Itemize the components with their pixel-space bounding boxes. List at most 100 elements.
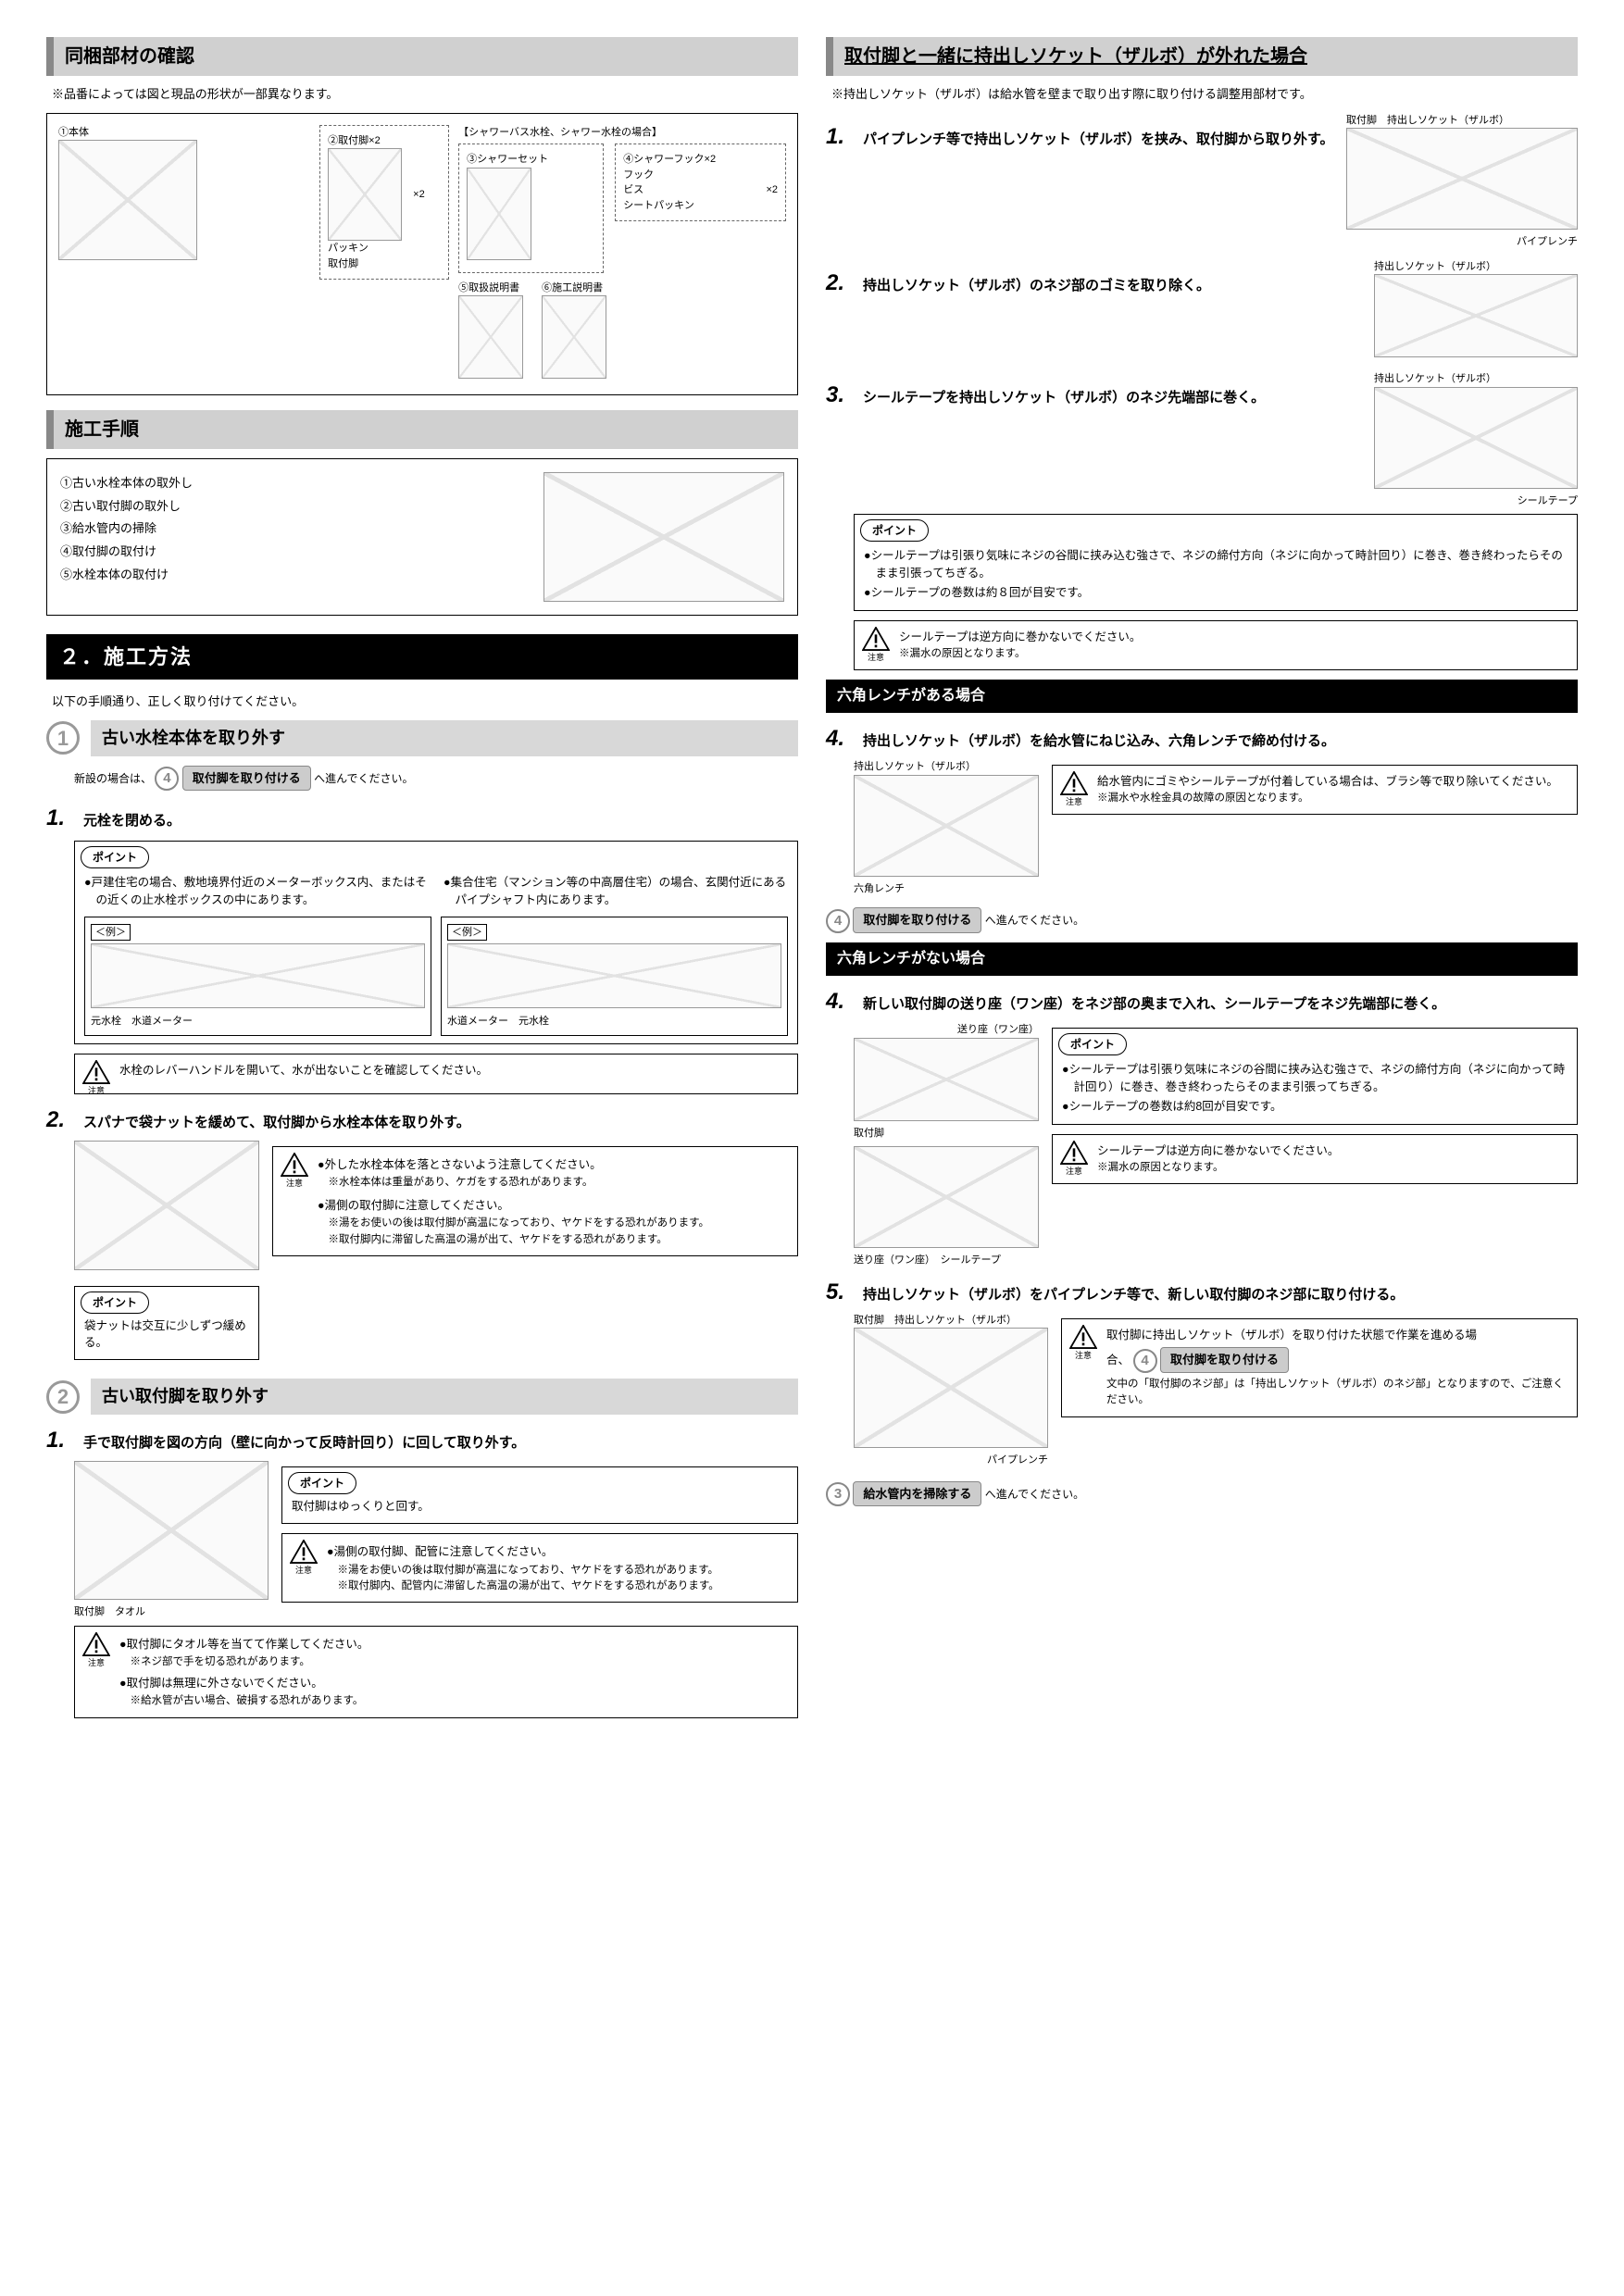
newcase-btn: 取付脚を取り付ける [182, 766, 311, 792]
rc1a: シールテープは逆方向に巻かないでください。 [899, 629, 1568, 646]
warn-icon: 注意 [82, 1632, 110, 1670]
caution-2: 注意 ●外した水栓本体を落とさないよう注意してください。 水栓本体は重量があり、… [272, 1146, 798, 1256]
c3a-sub2: 取付脚内、配管内に滞留した高温の湯が出て、ヤケドをする恐れがあります。 [327, 1578, 788, 1594]
part-2-image [328, 148, 402, 241]
r-caution-2: 注意 給水管内にゴミやシールテープが付着している場合は、ブラシ等で取り除いてくだ… [1052, 765, 1578, 815]
r-step-1: 1. パイプレンチ等で持出しソケット（ザルボ）を挟み、取付脚から取り外す。 [826, 120, 1335, 154]
r-heading-1: 取付脚と一緒に持出しソケット（ザルボ）が外れた場合 [826, 37, 1578, 76]
point3-text: 取付脚はゆっくりと回す。 [292, 1498, 788, 1516]
part-5-label: ⑤取扱説明書 [458, 281, 523, 296]
r1-image [1346, 128, 1578, 230]
rc4b: 文中の「取付脚のネジ部」は「持出しソケット（ザルボ）のネジ部」となりますので、ご… [1106, 1377, 1568, 1409]
r5-fig: 送り座（ワン座） 取付脚 送り座（ワン座） シールテープ [854, 1022, 1039, 1268]
proc-item-5: ⑤水栓本体の取付け [60, 564, 525, 587]
hook-label: フック [623, 168, 755, 183]
c2b-sub1: 湯をお使いの後は取付脚が高温になっており、ヤケドをする恐れがあります。 [318, 1216, 788, 1231]
example-b: ＜例＞ 水道メーター 元水栓 [441, 917, 788, 1036]
c2b-sub2: 取付脚内に滞留した高温の湯が出て、ヤケドをする恐れがあります。 [318, 1232, 788, 1248]
rc3a: シールテープは逆方向に巻かないでください。 [1097, 1142, 1568, 1160]
rc4a2: 合、 [1106, 1354, 1130, 1366]
warn-icon: 注意 [1069, 1325, 1097, 1363]
rc2a: 給水管内にゴミやシールテープが付着している場合は、ブラシ等で取り除いてください。 [1097, 773, 1568, 791]
warn-icon: 注意 [290, 1540, 318, 1578]
warn-icon: 注意 [281, 1153, 308, 1191]
r-caution-1: 注意 シールテープは逆方向に巻かないでください。 漏水の原因となります。 [854, 620, 1578, 670]
r-step-4-num: 4. [826, 722, 856, 755]
r-step-5-num: 4. [826, 985, 856, 1018]
r-heading-2: 六角レンチがある場合 [826, 680, 1578, 713]
goto3-btn: 給水管内を掃除する [853, 1481, 981, 1507]
c3b-2: ●取付脚は無理に外さないでください。 [119, 1675, 788, 1692]
part-3-image [467, 168, 531, 260]
r2-image [1374, 274, 1578, 357]
part-6-label: ⑥施工説明書 [542, 281, 606, 296]
r-step-4-text: 持出しソケット（ザルボ）を給水管にねじ込み、六角レンチで締め付ける。 [863, 731, 1578, 753]
l3-left: 取付脚 タオル [74, 1461, 269, 1620]
parts-note: 品番によっては図と現品の形状が一部異なります。 [52, 85, 793, 104]
c2a-sub: 水栓本体は重量があり、ケガをする恐れがあります。 [318, 1175, 788, 1191]
page-columns: 同梱部材の確認 品番によっては図と現品の形状が一部異なります。 ①本体 ②取付脚… [46, 37, 1578, 1728]
proc-item-4: ④取付脚の取付け [60, 541, 525, 564]
procedure-box: ①古い水栓本体の取外し ②古い取付脚の取外し ③給水管内の掃除 ④取付脚の取付け… [46, 458, 798, 616]
heading-2: 2 古い取付脚を取り外す [46, 1379, 798, 1415]
warn-icon: 注意 [862, 627, 890, 665]
r3-image [1374, 387, 1578, 489]
r-caution-3: 注意 シールテープは逆方向に巻かないでください。 漏水の原因となります。 [1052, 1134, 1578, 1184]
l2-left: ポイント 袋ナットは交互に少しずつ緩める。 [74, 1141, 259, 1370]
rc1b: 漏水の原因となります。 [899, 646, 1568, 662]
point-box-1: ポイント ●戸建住宅の場合、敷地境界付近のメーターボックス内、またはその近くの止… [74, 841, 798, 1043]
part-4-label: ④シャワーフック×2 [623, 152, 778, 168]
ex-b-label: ＜例＞ [447, 924, 487, 942]
ex-b-image [447, 943, 781, 1008]
warn-icon: 注意 [1060, 771, 1088, 809]
r-step-6-text: 持出しソケット（ザルボ）をパイプレンチ等で、新しい取付脚のネジ部に取り付ける。 [863, 1285, 1578, 1306]
r6-image [854, 1328, 1048, 1448]
rc3b: 漏水の原因となります。 [1097, 1160, 1568, 1176]
l-step-3-num: 1. [46, 1424, 76, 1457]
c3b-1: ●取付脚にタオル等を当てて作業してください。 [119, 1636, 788, 1653]
proc-item-2: ②古い取付脚の取外し [60, 495, 525, 518]
goto4-txt: へ進んでください。 [985, 914, 1084, 927]
r-step-1-num: 1. [826, 120, 856, 154]
point-pill-2: ポイント [81, 1292, 149, 1314]
sec-parts-title: 同梱部材の確認 [46, 37, 798, 76]
caution-1: 注意 水栓のレバーハンドルを開いて、水が出ないことを確認してください。 [74, 1054, 798, 1094]
procedure-list: ①古い水栓本体の取外し ②古い取付脚の取外し ③給水管内の掃除 ④取付脚の取付け… [60, 472, 525, 602]
r-point-1: ポイント ●シールテープは引張り気味にネジの谷間に挟み込む強さで、ネジの締付方向… [854, 514, 1578, 611]
l-step-1-num: 1. [46, 802, 76, 835]
r1-fig: 取付脚 持出しソケット（ザルボ） パイプレンチ [1346, 113, 1578, 250]
goto-3: 3 給水管内を掃除する へ進んでください。 [826, 1481, 1578, 1507]
part-6-image [542, 295, 606, 379]
screw-label: ビス [623, 182, 755, 198]
bath-header: 【シャワーバス水栓、シャワー水栓の場合】 [458, 125, 786, 141]
left-column: 同梱部材の確認 品番によっては図と現品の形状が一部異なります。 ①本体 ②取付脚… [46, 37, 798, 1728]
r4-image [854, 775, 1039, 877]
rc4a: 取付脚に持出しソケット（ザルボ）を取り付けた状態で作業を進める場 [1106, 1327, 1568, 1344]
r-step-2: 2. 持出しソケット（ザルボ）のネジ部のゴミを取り除く。 [826, 267, 1363, 300]
part-3-label: ③シャワーセット [467, 152, 595, 168]
point1-a: ●戸建住宅の場合、敷地境界付近のメーターボックス内、またはその近くの止水栓ボック… [84, 874, 429, 909]
rp3a: ●シールテープは引張り気味にネジの谷間に挟み込む強さで、ネジの締付方向（ネジに向… [1062, 1061, 1568, 1096]
c3b-1s: ネジ部で手を切る恐れがあります。 [119, 1654, 788, 1670]
heading-1-num: 1 [46, 721, 80, 755]
l-step-2-num: 2. [46, 1104, 76, 1137]
heading-1-text: 古い水栓本体を取り外す [91, 720, 798, 756]
procedure-image [543, 472, 784, 602]
caution-3a: 注意 ●湯側の取付脚、配管に注意してください。 湯をお使いの後は取付脚が高温にな… [281, 1533, 798, 1603]
right-column: 取付脚と一緒に持出しソケット（ザルボ）が外れた場合 持出しソケット（ザルボ）は給… [826, 37, 1578, 1728]
part-2-label: ②取付脚×2 [328, 133, 441, 149]
l-step-2-text: スパナで袋ナットを緩めて、取付脚から水栓本体を取り外す。 [83, 1113, 798, 1134]
c2b-head: ●湯側の取付脚に注意してください。 [318, 1197, 788, 1215]
r-step-3: 3. シールテープを持出しソケット（ザルボ）のネジ先端部に巻く。 [826, 379, 1363, 412]
heading-2-text: 古い取付脚を取り外す [91, 1379, 798, 1415]
newcase-b: へ進んでください。 [314, 772, 413, 785]
example-a: ＜例＞ 元水栓 水道メーター [84, 917, 431, 1036]
goto3-txt: へ進んでください。 [985, 1488, 1084, 1501]
part-2b-label: パッキン [328, 241, 441, 256]
rp2: ●シールテープの巻数は約８回が目安です。 [864, 584, 1568, 602]
r5-image-b [854, 1146, 1039, 1248]
l2-image [74, 1141, 259, 1270]
l-step-1-text: 元栓を閉める。 [83, 811, 798, 832]
r-point-3: ポイント ●シールテープは引張り気味にネジの谷間に挟み込む強さで、ネジの締付方向… [1052, 1028, 1578, 1125]
sec-method-title: ２．施工方法 [46, 634, 798, 680]
